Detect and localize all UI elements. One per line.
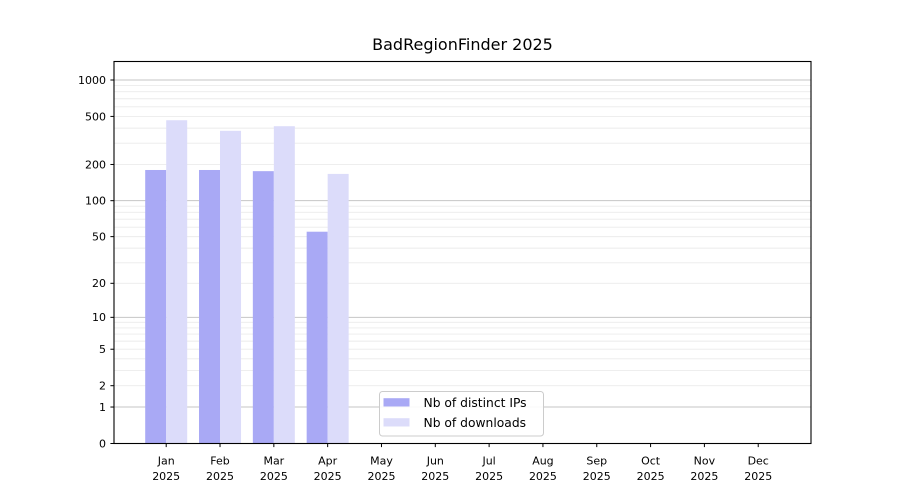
tick-marks: [110, 79, 759, 448]
bars: [145, 120, 349, 444]
x-tick-label-year: 2025: [421, 470, 449, 483]
y-tick-label: 10: [92, 311, 106, 324]
y-tick-label: 2: [99, 380, 106, 393]
x-tick-label-year: 2025: [637, 470, 665, 483]
x-tick-label-year: 2025: [690, 470, 718, 483]
x-tick-label-month: Jan: [157, 455, 175, 468]
bar-apr-downloads: [327, 173, 349, 444]
legend-label-downloads: Nb of downloads: [424, 416, 527, 430]
x-tick-label-year: 2025: [367, 470, 395, 483]
chart-title: BadRegionFinder 2025: [372, 35, 553, 54]
x-tick-label-month: Aug: [532, 455, 553, 468]
x-tick-label-month: May: [370, 455, 393, 468]
x-tick-label-year: 2025: [314, 470, 342, 483]
bar-mar-downloads: [273, 126, 295, 444]
y-tick-label: 200: [85, 158, 106, 171]
y-tick-label: 20: [92, 277, 106, 290]
legend-swatch-distinct-ips: [383, 398, 410, 407]
x-tick-label-year: 2025: [152, 470, 180, 483]
x-tick-label-year: 2025: [206, 470, 234, 483]
y-tick-label: 100: [85, 195, 106, 208]
legend-swatch-downloads: [383, 418, 410, 427]
y-tick-label: 0: [99, 437, 106, 450]
axes-frame: [113, 60, 812, 445]
x-tick-label-month: Jun: [426, 455, 444, 468]
x-tick-label-month: Nov: [694, 455, 716, 468]
legend-box: [379, 391, 544, 437]
x-tick-label-year: 2025: [583, 470, 611, 483]
x-tick-label-month: Sep: [586, 455, 607, 468]
bar-mar-distinct-ips: [252, 171, 274, 444]
x-tick-label-month: Dec: [748, 455, 769, 468]
bar-apr-distinct-ips: [306, 231, 328, 444]
x-tick-label-month: Feb: [210, 455, 229, 468]
y-tick-label: 5: [99, 343, 106, 356]
y-tick-label: 50: [92, 231, 106, 244]
legend: Nb of distinct IPs Nb of downloads: [379, 391, 544, 437]
x-tick-label-year: 2025: [475, 470, 503, 483]
x-tick-label-month: Mar: [263, 455, 284, 468]
bar-feb-downloads: [220, 130, 242, 444]
x-tick-label-year: 2025: [260, 470, 288, 483]
x-tick-label-month: Oct: [641, 455, 661, 468]
y-tick-label: 500: [85, 110, 106, 123]
legend-label-distinct-ips: Nb of distinct IPs: [424, 396, 527, 410]
bar-jan-distinct-ips: [145, 169, 167, 444]
tick-labels: 0 1 2 5 10 20 50 100 200 500 1000 Jan 2025 Feb 2025 Mar…: [78, 74, 772, 483]
x-tick-label-month: Jul: [481, 455, 495, 468]
x-tick-label-year: 2025: [744, 470, 772, 483]
bar-jan-downloads: [166, 120, 188, 444]
x-tick-label-month: Apr: [318, 455, 338, 468]
y-tick-label: 1000: [78, 74, 106, 87]
bar-feb-distinct-ips: [199, 169, 221, 444]
y-tick-label: 1: [99, 401, 106, 414]
x-tick-label-year: 2025: [529, 470, 557, 483]
